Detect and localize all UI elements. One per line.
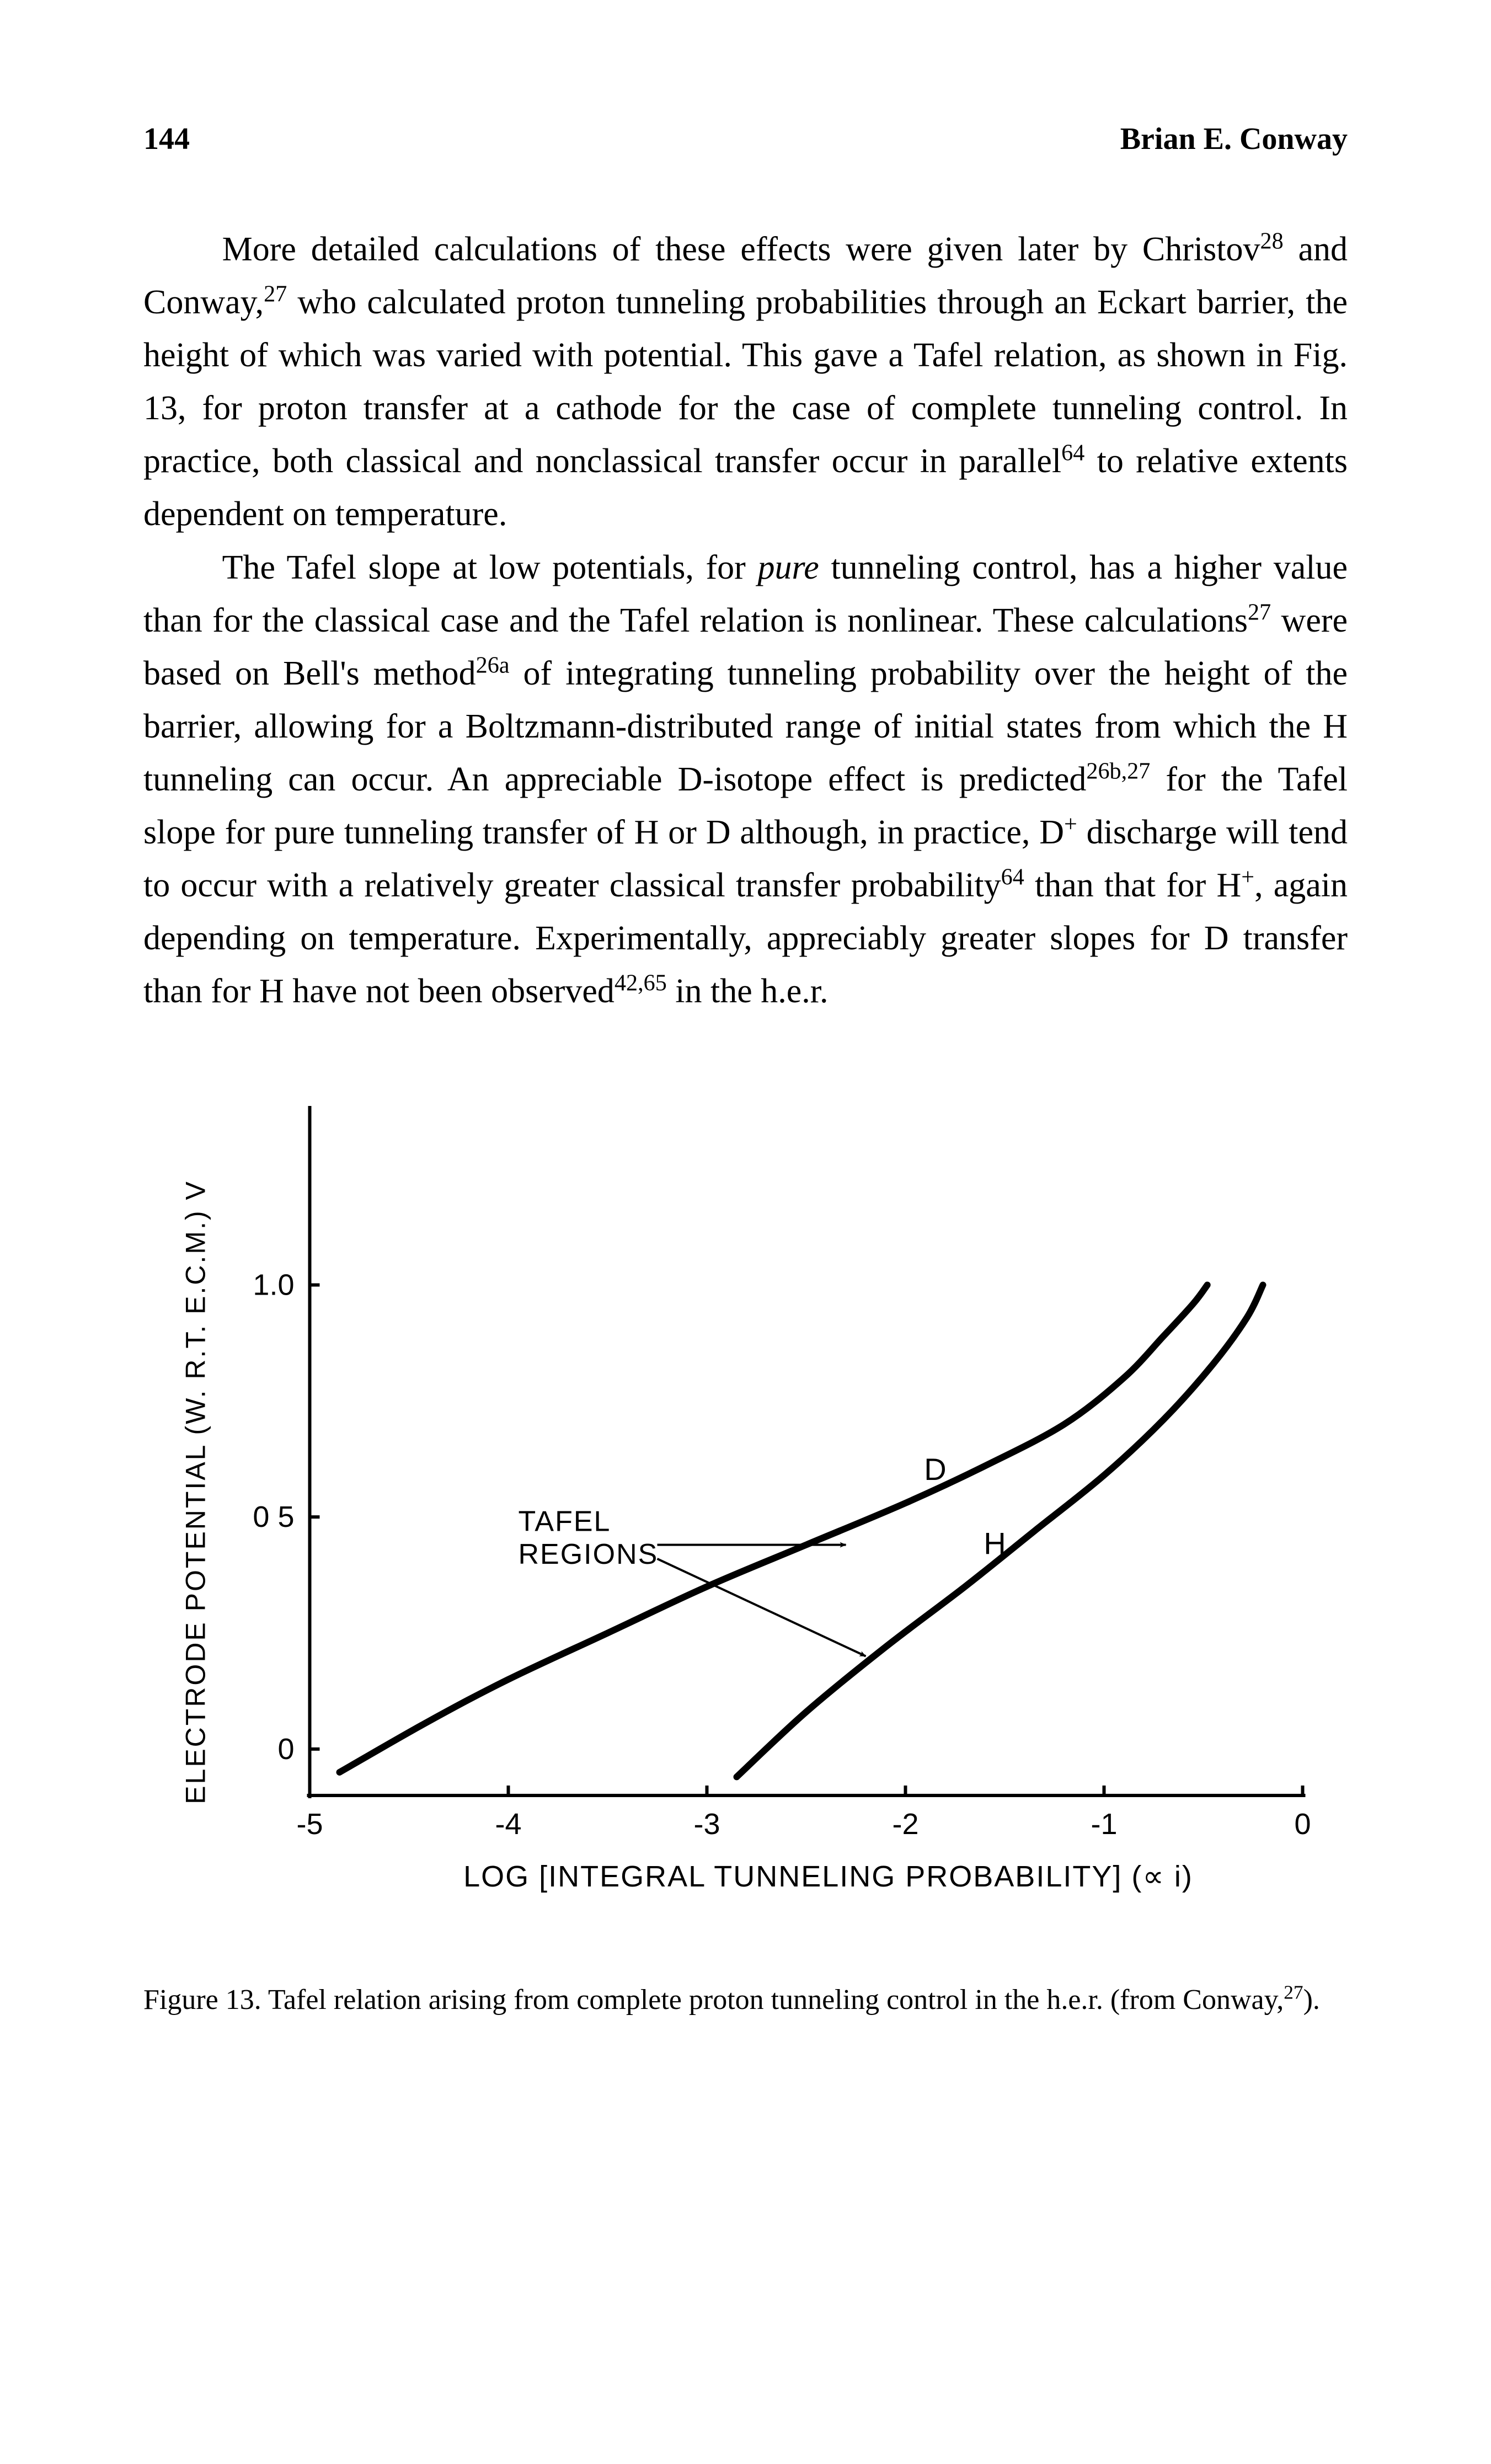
svg-text:REGIONS: REGIONS [519, 1539, 659, 1571]
svg-text:ELECTRODE POTENTIAL (W. R.T.: ELECTRODE POTENTIAL (W. R.T. E.C.M.) V [180, 1180, 211, 1805]
svg-text:-3: -3 [693, 1808, 720, 1841]
page-number: 144 [143, 121, 190, 157]
header-author: Brian E. Conway [1120, 121, 1348, 157]
svg-text:D: D [924, 1452, 946, 1487]
svg-text:0: 0 [277, 1733, 294, 1766]
svg-text:LOG [INTEGRAL TUNNELING PROBAB: LOG [INTEGRAL TUNNELING PROBABILITY] (∝ … [463, 1860, 1193, 1893]
paragraph-1: More detailed calculations of these effe… [143, 223, 1348, 541]
svg-text:1.0: 1.0 [253, 1269, 294, 1302]
paragraph-2: The Tafel slope at low potentials, for p… [143, 541, 1348, 1018]
svg-text:-2: -2 [892, 1808, 918, 1841]
svg-text:-4: -4 [495, 1808, 521, 1841]
svg-text:0: 0 [1294, 1808, 1311, 1841]
body-text: More detailed calculations of these effe… [143, 223, 1348, 1018]
page: 144 Brian E. Conway More detailed calcul… [0, 0, 1491, 2464]
svg-text:-1: -1 [1091, 1808, 1117, 1841]
figure-13-svg: -5 -4 -3 -2 -1 0 0 0 5 1.0 LOG [INTEGRAL TUNNELIN… [143, 1078, 1348, 1950]
svg-text:TAFEL: TAFEL [519, 1506, 611, 1538]
svg-text:H: H [984, 1526, 1006, 1561]
page-header: 144 Brian E. Conway [143, 121, 1348, 157]
figure-13-caption: Figure 13. Tafel relation arising from c… [143, 1980, 1348, 2021]
figure-13: -5 -4 -3 -2 -1 0 0 0 5 1.0 LOG [INTEGRAL TUNNELIN… [143, 1078, 1348, 2021]
svg-text:-5: -5 [296, 1808, 323, 1841]
svg-text:0 5: 0 5 [253, 1501, 294, 1534]
